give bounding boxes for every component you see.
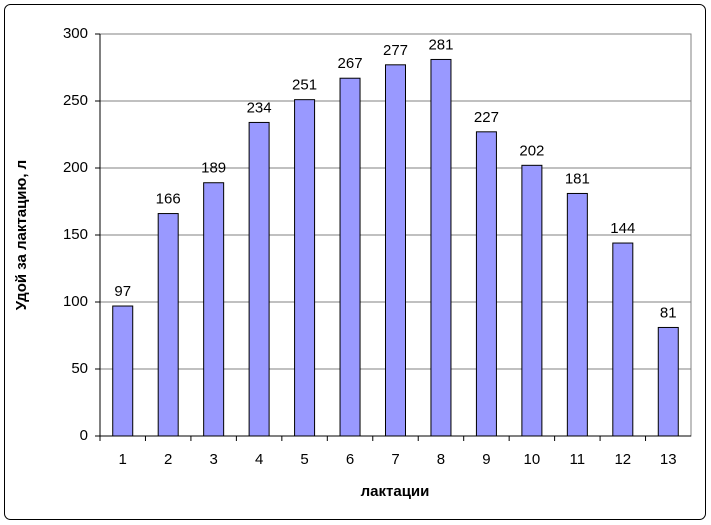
x-tick-label: 7 bbox=[391, 451, 399, 468]
data-label: 181 bbox=[565, 170, 590, 187]
x-tick-label: 8 bbox=[437, 451, 445, 468]
x-tick-label: 1 bbox=[119, 451, 127, 468]
data-label: 227 bbox=[474, 109, 499, 126]
bar bbox=[475, 131, 497, 437]
x-tick-label: 12 bbox=[614, 451, 631, 468]
x-tick-label: 13 bbox=[660, 451, 677, 468]
bar bbox=[612, 242, 634, 437]
x-tick-label: 4 bbox=[255, 451, 263, 468]
data-label: 234 bbox=[247, 99, 272, 116]
data-label: 144 bbox=[610, 220, 635, 237]
x-tick-label: 11 bbox=[570, 451, 586, 468]
bar bbox=[521, 164, 543, 437]
x-axis-title: лактации bbox=[361, 483, 430, 500]
data-label: 166 bbox=[156, 191, 181, 208]
bar bbox=[248, 121, 270, 437]
bar bbox=[157, 213, 179, 437]
bar bbox=[430, 58, 452, 437]
x-tick-label: 5 bbox=[300, 451, 308, 468]
bar bbox=[566, 192, 588, 437]
data-label: 267 bbox=[338, 55, 363, 72]
x-tick-label: 9 bbox=[482, 451, 490, 468]
y-axis-title: Удой за лактацию, л bbox=[13, 160, 30, 310]
bar bbox=[203, 182, 225, 437]
bar bbox=[384, 64, 407, 437]
data-label: 277 bbox=[383, 42, 408, 59]
y-tick-label: 150 bbox=[63, 226, 88, 243]
bar bbox=[294, 99, 316, 437]
bar bbox=[657, 326, 679, 437]
y-tick-label: 100 bbox=[63, 293, 88, 310]
x-tick-label: 6 bbox=[346, 451, 354, 468]
x-tick-label: 10 bbox=[524, 451, 541, 468]
data-label: 81 bbox=[660, 304, 677, 321]
data-label: 97 bbox=[114, 283, 131, 300]
data-label: 281 bbox=[428, 36, 453, 53]
data-label: 251 bbox=[292, 77, 317, 94]
y-tick-label: 0 bbox=[80, 427, 88, 444]
x-tick-label: 3 bbox=[209, 451, 217, 468]
y-tick-label: 300 bbox=[63, 25, 88, 42]
y-tick-label: 50 bbox=[71, 360, 88, 377]
x-tick-label: 2 bbox=[164, 451, 172, 468]
y-tick-label: 200 bbox=[63, 159, 88, 176]
data-label: 189 bbox=[201, 160, 226, 177]
data-label: 202 bbox=[519, 142, 544, 159]
bar bbox=[339, 77, 361, 437]
bar bbox=[112, 305, 134, 437]
y-tick-label: 250 bbox=[63, 92, 88, 109]
